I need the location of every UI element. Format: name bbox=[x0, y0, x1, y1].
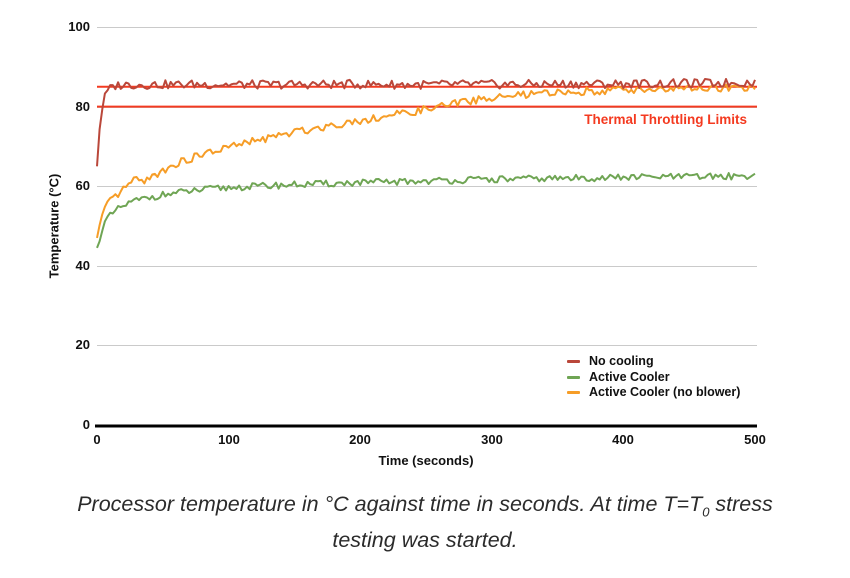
figure-caption: Processor temperature in °C against time… bbox=[0, 486, 850, 558]
y-tick-label: 0 bbox=[82, 417, 90, 432]
plot-canvas bbox=[95, 27, 757, 428]
thermal-throttling-label: Thermal Throttling Limits bbox=[584, 112, 747, 127]
caption-text-line1: Processor temperature in °C against time… bbox=[77, 492, 703, 516]
page: 0 20 40 60 80 100 0 100 200 300 400 500 … bbox=[0, 19, 850, 558]
legend-dash-icon bbox=[567, 391, 580, 395]
x-tick-label: 500 bbox=[744, 432, 766, 447]
legend-label: No cooling bbox=[589, 354, 654, 369]
legend-dash-icon bbox=[567, 375, 580, 379]
x-axis-title: Time (seconds) bbox=[378, 453, 474, 468]
x-tick-label: 200 bbox=[349, 432, 371, 447]
y-tick-label: 100 bbox=[68, 19, 90, 34]
y-tick-label: 80 bbox=[75, 99, 90, 114]
x-tick-label: 400 bbox=[612, 432, 634, 447]
legend-label: Active Cooler bbox=[589, 369, 670, 384]
legend-item-active-cooler: Active Cooler bbox=[567, 370, 740, 386]
temperature-chart: 0 20 40 60 80 100 0 100 200 300 400 500 … bbox=[46, 19, 766, 468]
x-tick-label: 0 bbox=[93, 432, 101, 447]
legend-item-no-cooling: No cooling bbox=[567, 354, 740, 370]
caption-text-line1-end: stress bbox=[709, 492, 773, 516]
series-line bbox=[96, 78, 756, 167]
series-line bbox=[96, 83, 756, 239]
x-tick-label: 300 bbox=[481, 432, 503, 447]
x-tick-label: 100 bbox=[218, 432, 240, 447]
legend-item-active-cooler-no-blower: Active Cooler (no blower) bbox=[567, 385, 740, 401]
caption-text-line2: testing was started. bbox=[332, 528, 518, 552]
y-tick-label: 60 bbox=[75, 178, 90, 193]
legend-label: Active Cooler (no blower) bbox=[589, 385, 741, 400]
y-tick-label: 20 bbox=[75, 337, 90, 352]
series-line bbox=[96, 172, 756, 249]
legend: No cooling Active Cooler Active Cooler (… bbox=[567, 354, 740, 401]
y-tick-label: 40 bbox=[75, 258, 90, 273]
legend-dash-icon bbox=[567, 360, 580, 364]
caption-subscript: 0 bbox=[702, 504, 710, 520]
y-axis-title: Temperature (°C) bbox=[46, 173, 62, 279]
